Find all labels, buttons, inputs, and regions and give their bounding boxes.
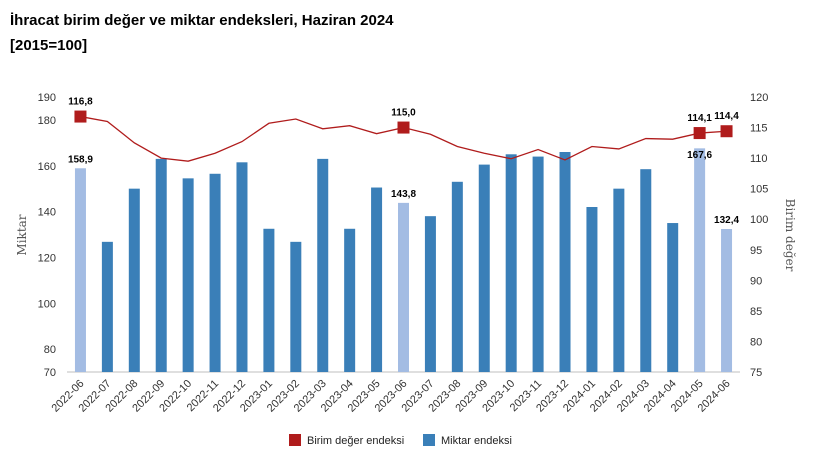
- right-tick-label: 80: [750, 336, 762, 348]
- bar-2023-05: [371, 187, 383, 372]
- bar-2024-03: [640, 169, 652, 372]
- data-label: 115,0: [391, 108, 416, 119]
- left-tick-label: 120: [38, 252, 56, 264]
- bar-2022-11: [209, 173, 221, 372]
- data-label: 114,4: [714, 111, 739, 122]
- right-tick-label: 115: [750, 123, 768, 135]
- left-tick-label: 70: [44, 367, 56, 379]
- bar-2024-01: [586, 207, 598, 372]
- bar-2024-06: [721, 229, 733, 372]
- bar-2024-02: [613, 188, 625, 372]
- left-axis-label: Miktar: [15, 214, 29, 255]
- left-tick-label: 140: [38, 207, 56, 219]
- line-marker-2023-06: [397, 121, 410, 134]
- chart-title: İhracat birim değer ve miktar endeksleri…: [10, 12, 394, 29]
- right-tick-label: 95: [750, 245, 762, 257]
- line-marker-2024-06: [720, 125, 733, 138]
- right-tick-label: 85: [750, 306, 762, 318]
- bar-2023-04: [344, 228, 356, 372]
- bar-series: [74, 148, 733, 372]
- bar-2023-10: [505, 154, 517, 372]
- bar-2022-06: [74, 168, 86, 372]
- chart-subtitle: [2015=100]: [10, 37, 88, 54]
- line-marker-2022-06: [74, 110, 87, 123]
- left-tick-label: 80: [44, 344, 56, 356]
- bar-2023-11: [532, 156, 544, 372]
- data-label: 116,8: [68, 97, 93, 108]
- bar-2023-02: [290, 241, 302, 372]
- right-axis-label: Birim değer: [783, 199, 797, 272]
- line-marker-2024-05: [693, 127, 706, 140]
- bar-2023-09: [478, 164, 490, 372]
- bar-2023-07: [424, 216, 436, 372]
- right-tick-label: 120: [750, 92, 768, 104]
- bar-2022-10: [182, 178, 194, 372]
- data-label: 143,8: [391, 189, 416, 200]
- bar-2023-06: [398, 202, 409, 372]
- bar-2022-09: [155, 158, 167, 372]
- right-tick-label: 100: [750, 214, 768, 226]
- bar-2022-07: [101, 241, 113, 372]
- bar-2022-08: [128, 188, 140, 372]
- bar-2023-01: [263, 228, 275, 372]
- right-tick-label: 90: [750, 275, 762, 287]
- line-series: [74, 110, 733, 162]
- bar-2023-03: [317, 158, 329, 372]
- data-labels: 158,9 143,8 167,6 132,4 116,8 115,0 114,1 114,4: [68, 97, 740, 226]
- legend-swatch: [289, 434, 301, 446]
- data-label: 114,1: [687, 113, 712, 124]
- left-tick-label: 180: [38, 115, 56, 127]
- left-tick-label: 190: [38, 92, 56, 104]
- bar-2024-04: [667, 223, 679, 372]
- data-label: 167,6: [687, 150, 712, 161]
- left-tick-label: 100: [38, 298, 56, 310]
- data-label: 132,4: [714, 215, 739, 226]
- data-label: 158,9: [68, 154, 93, 165]
- right-tick-label: 105: [750, 184, 768, 196]
- legend-item-label: Birim değer endeksi: [307, 435, 404, 447]
- legend-swatch: [423, 434, 435, 446]
- right-tick-label: 110: [750, 153, 768, 165]
- chart-legend: Birim değer endeksi Miktar endeksi: [289, 434, 512, 447]
- bar-2023-08: [451, 181, 463, 372]
- bar-2023-12: [559, 152, 571, 372]
- bar-2024-05: [694, 148, 706, 372]
- right-tick-label: 75: [750, 367, 762, 379]
- bar-2022-12: [236, 162, 248, 372]
- legend-item-label: Miktar endeksi: [441, 435, 512, 447]
- left-tick-label: 160: [38, 161, 56, 173]
